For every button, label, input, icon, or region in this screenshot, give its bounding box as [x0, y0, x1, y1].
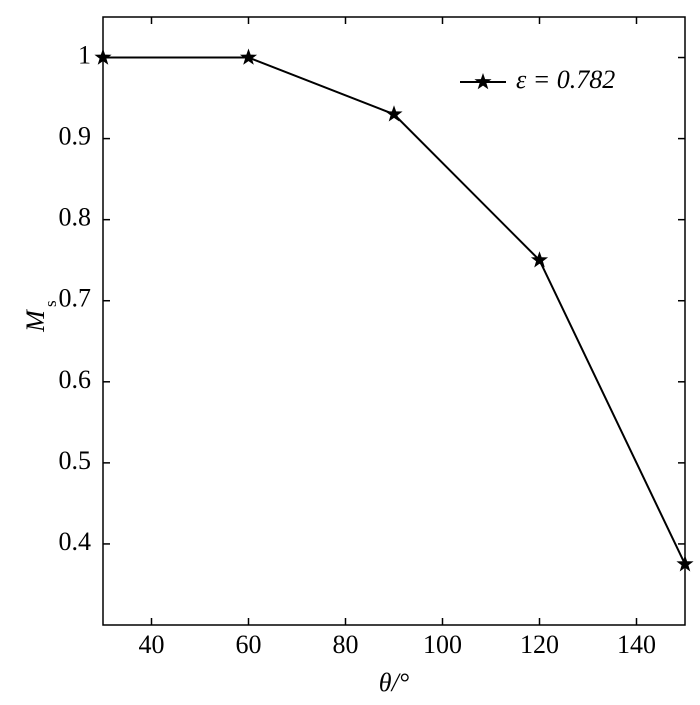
x-axis-label: θ/° [379, 668, 409, 697]
y-axis-label-subscript: s [41, 300, 60, 307]
x-tick-label: 80 [333, 630, 359, 659]
y-tick-label: 1 [78, 41, 91, 70]
y-axis-label: M [21, 309, 50, 333]
x-tick-label: 100 [423, 630, 462, 659]
y-axis-label-group: M s [21, 300, 60, 332]
series-line [103, 56, 686, 565]
x-tick-label: 120 [520, 630, 559, 659]
y-tick-label: 0.6 [59, 365, 92, 394]
y-tick-label: 0.9 [59, 122, 92, 151]
x-tick-label: 60 [236, 630, 262, 659]
point-marker [385, 105, 403, 122]
point-marker [239, 48, 258, 65]
point-marker [94, 48, 112, 65]
legend-marker [474, 73, 492, 90]
point-marker [530, 251, 549, 268]
point-marker [676, 555, 694, 572]
y-tick-label: 0.5 [59, 446, 92, 475]
y-tick-label: 0.7 [59, 284, 92, 313]
y-tick-label: 0.8 [59, 203, 92, 232]
y-tick-label: 0.4 [59, 527, 92, 556]
x-tick-label: 140 [617, 630, 656, 659]
plot-frame [102, 16, 686, 626]
x-tick-label: 40 [139, 630, 165, 659]
legend-label: ε = 0.782 [516, 65, 615, 94]
